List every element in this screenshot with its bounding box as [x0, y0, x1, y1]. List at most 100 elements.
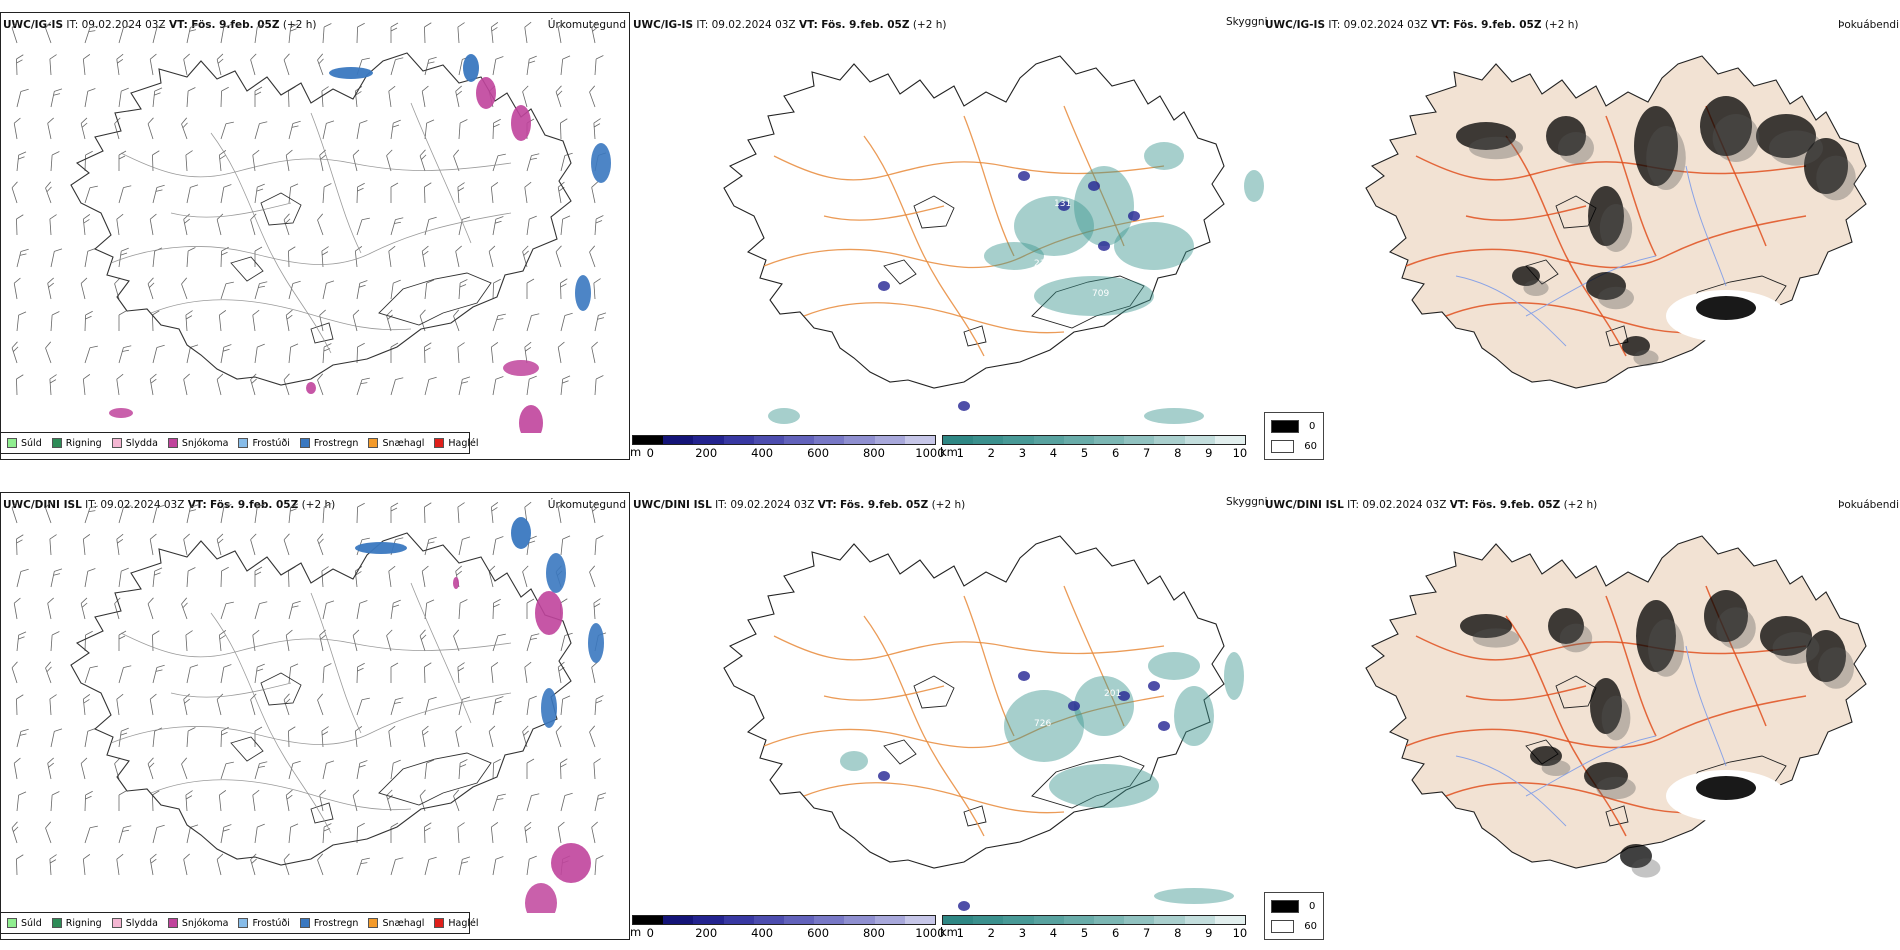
model-name: UWC/DINI ISL	[633, 499, 712, 511]
colorbar-swatches	[632, 915, 936, 925]
field-blob	[575, 275, 591, 311]
forecast-offset: (+2 h)	[1563, 499, 1598, 511]
field-blob	[1148, 652, 1200, 680]
value-label: 201	[1104, 689, 1121, 699]
colorbar-swatch	[1094, 436, 1125, 444]
field-blob	[1523, 280, 1549, 296]
field-blob	[878, 771, 890, 781]
panel-name: Þokuábendi	[1838, 19, 1899, 31]
it-value: 09.02.2024 03Z	[1362, 499, 1447, 511]
colorbar-swatch	[1033, 916, 1064, 924]
field-blob	[1546, 116, 1586, 156]
value-label: 131	[1054, 199, 1071, 209]
colorbar-swatch	[973, 436, 1004, 444]
panel-name: Þokuábendi	[1838, 499, 1899, 511]
legend-label: 0	[1309, 420, 1316, 432]
colorbar-swatch	[943, 436, 974, 444]
colorbar-tick: 800	[862, 446, 885, 460]
model-name: UWC/IG-IS	[3, 19, 64, 31]
legend-label: Snjókoma	[181, 437, 229, 449]
colorbar-swatch	[1063, 436, 1095, 444]
colorbar-swatch	[814, 436, 845, 444]
value-label: 709	[1092, 289, 1109, 299]
legend-item-sudl: Súld	[7, 918, 42, 929]
it-value: 09.02.2024 03Z	[100, 499, 185, 511]
colorbar-swatch	[1094, 916, 1125, 924]
legend-item-frostudi: Frostúði	[238, 438, 290, 449]
panel-name: Skyggni	[1226, 496, 1268, 508]
field-blob	[1804, 138, 1848, 194]
road-network	[1405, 585, 1807, 837]
colorbar-tick: 9	[1205, 446, 1213, 460]
colorbar-tick: 4	[1049, 446, 1058, 460]
colorbar-swatch	[1124, 436, 1155, 444]
road-network	[763, 585, 1165, 837]
colorbar-swatch	[663, 436, 694, 444]
iceland-precip-map	[11, 21, 611, 433]
field-blob	[840, 751, 868, 771]
visibility-colorbar: 1 2 3 4 5 6 7 8 9 10 km	[940, 915, 1248, 940]
legend-item-frostudi: Frostúði	[238, 918, 290, 929]
field-blob	[768, 408, 800, 424]
colorbar-swatch	[904, 436, 936, 444]
iceland-fog-map	[1365, 535, 1867, 878]
colorbar-swatch	[1124, 916, 1155, 924]
field-blob	[519, 405, 543, 433]
colorbar-tick: 1000	[915, 446, 945, 460]
vt-label: VT:	[798, 19, 818, 31]
field-blob	[958, 901, 970, 911]
it-label: IT:	[1328, 19, 1341, 31]
value-label: 726	[1034, 719, 1051, 729]
it-label: IT:	[1347, 499, 1360, 511]
colorbar-tick: 10	[1232, 926, 1248, 940]
field-blob	[109, 408, 133, 418]
colorbar-swatches	[942, 915, 1246, 925]
fog-legend: 0 60	[1264, 892, 1324, 940]
cloud-panel-bottom: UWC/DINI ISL IT: 09.02.2024 03Z VT: Fös.…	[630, 492, 1268, 940]
colorbar-swatches	[632, 435, 936, 445]
colorbar-tick: 2	[987, 926, 995, 940]
field-blob	[1559, 623, 1593, 653]
vt-value: Fös. 9.feb. 05Z	[210, 499, 299, 511]
forecast-offset: (+2 h)	[1544, 19, 1579, 31]
field-blob	[1633, 350, 1659, 366]
field-blob	[1088, 181, 1100, 191]
legend-swatch	[111, 438, 122, 448]
field-blob	[1596, 776, 1636, 800]
field-blob	[1034, 276, 1154, 316]
field-blob	[1058, 201, 1070, 211]
legend-item-snaehagl: Snæhagl	[368, 438, 424, 449]
field-blob	[1818, 647, 1854, 689]
legend-swatch	[238, 438, 249, 448]
legend-swatch	[238, 918, 249, 928]
field-blob	[1541, 760, 1571, 776]
colorbar-tick: 6	[1111, 926, 1120, 940]
legend-swatch	[434, 438, 445, 448]
colorbar-swatch	[844, 916, 875, 924]
field-blob	[1068, 701, 1080, 711]
field-blob	[958, 401, 970, 411]
colorbar-swatch	[723, 436, 754, 444]
colorbar-tick: 5	[1080, 446, 1089, 460]
road-network	[110, 582, 512, 834]
colorbar-swatches	[942, 435, 1246, 445]
legend-swatch	[51, 438, 62, 448]
field-blob	[1098, 241, 1110, 251]
field-blob	[511, 105, 531, 141]
field-blob	[1588, 186, 1624, 246]
field-blob	[306, 382, 316, 394]
panel-title: UWC/IG-IS IT: 09.02.2024 03Z VT: Fös. 9.…	[1265, 19, 1578, 31]
field-blob	[1244, 170, 1264, 202]
colorbar-tick: 400	[751, 926, 774, 940]
colorbar-swatch	[874, 436, 905, 444]
field-blob	[1756, 114, 1816, 158]
legend-item-frostregn: Frostregn	[299, 438, 358, 449]
field-blob	[1590, 678, 1622, 734]
forecast-offset: (+2 h)	[301, 499, 336, 511]
colorbar-tick: 7	[1143, 926, 1151, 940]
colorbar-swatch	[1033, 436, 1064, 444]
field-blob	[1018, 671, 1030, 681]
colorbar-swatch	[874, 916, 905, 924]
field-blob	[1174, 686, 1214, 746]
map-frame	[0, 12, 630, 460]
